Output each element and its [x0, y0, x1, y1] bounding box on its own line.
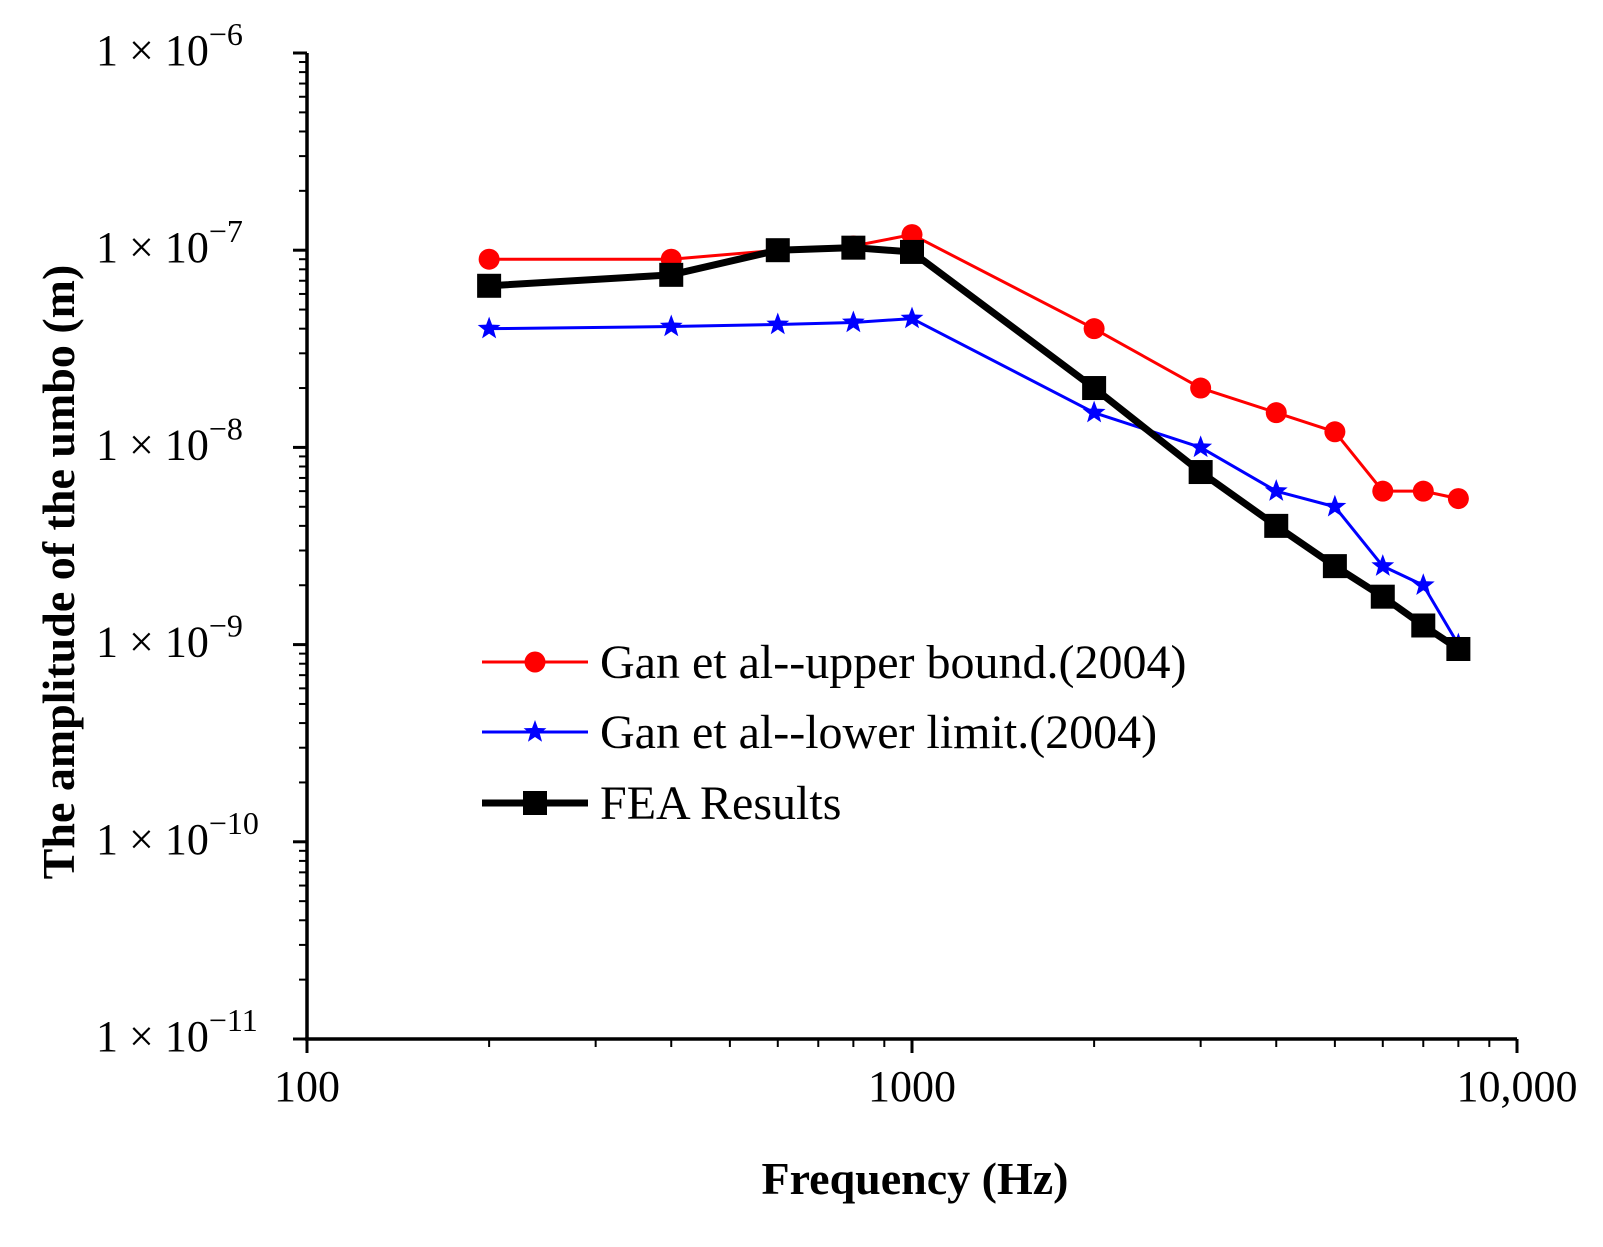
data-point: [1190, 377, 1212, 399]
series-square: [477, 235, 1471, 661]
data-point: [901, 224, 923, 246]
y-tick-label-exponent: −7: [209, 213, 243, 249]
data-point: [659, 262, 684, 287]
data-point: [1323, 494, 1347, 517]
legend-swatch-marker: [523, 720, 547, 742]
y-tick-label-base: 1 × 10: [96, 26, 209, 75]
data-point: [1082, 400, 1106, 423]
series-layer: [477, 224, 1471, 661]
data-point: [1264, 479, 1288, 501]
legend-swatch-marker: [523, 791, 547, 815]
y-tick-label-base: 1 × 10: [96, 223, 209, 272]
legend-item: FEA Results: [482, 777, 841, 830]
y-tick-label: 1 × 10−9: [96, 608, 243, 667]
y-tick-label: 1 × 10−11: [96, 1002, 258, 1061]
data-point: [1082, 376, 1107, 401]
data-point: [1411, 573, 1435, 595]
y-tick-label: 1 × 10−6: [96, 16, 243, 75]
x-axis-title: Frequency (Hz): [761, 1153, 1068, 1204]
data-point: [1324, 421, 1346, 443]
series-line: [488, 244, 1461, 652]
data-point: [659, 314, 683, 337]
data-point: [1264, 513, 1289, 538]
data-point: [1322, 554, 1347, 579]
legend-swatch-marker: [524, 651, 546, 673]
data-point: [1188, 460, 1213, 485]
series-line: [489, 317, 1460, 646]
y-tick-label-exponent: −8: [209, 410, 243, 446]
data-point: [1447, 488, 1469, 510]
data-point: [1371, 554, 1395, 576]
data-point: [478, 248, 500, 270]
y-tick-label-exponent: −6: [209, 16, 243, 52]
data-point: [900, 239, 924, 264]
data-point: [1083, 318, 1105, 340]
y-axis-title: The amplitude of the umbo (m): [33, 265, 84, 880]
y-tick-label-base: 1 × 10: [96, 618, 209, 667]
legend-item: Gan et al--upper bound.(2004): [482, 636, 1186, 689]
series-circle: [478, 224, 1469, 510]
y-tick-label-base: 1 × 10: [96, 420, 209, 469]
legend-label: Gan et al--upper bound.(2004): [600, 636, 1186, 689]
legend: Gan et al--upper bound.(2004) Gan et al--…: [482, 636, 1186, 830]
data-point: [1372, 480, 1394, 502]
y-tick-label-exponent: −9: [209, 608, 243, 644]
data-point: [841, 235, 866, 260]
x-tick-label: 10,000: [1457, 1062, 1578, 1111]
y-tick-label: 1 × 10−7: [96, 213, 243, 272]
data-point: [1370, 584, 1395, 609]
x-tick-label: 100: [274, 1062, 340, 1111]
data-point: [765, 238, 790, 263]
data-point: [477, 273, 502, 298]
y-tick-label-exponent: −11: [209, 1002, 258, 1038]
data-point: [1411, 613, 1436, 638]
data-point: [1446, 636, 1471, 661]
data-point: [766, 312, 790, 335]
legend-item: Gan et al--lower limit.(2004): [482, 706, 1157, 759]
x-tick-label: 1000: [868, 1062, 956, 1111]
series-star: [477, 306, 1470, 655]
data-point: [1189, 435, 1213, 458]
y-tick-label-exponent: −10: [209, 805, 259, 841]
data-point: [841, 310, 865, 333]
y-tick-label: 1 × 10−8: [96, 410, 243, 469]
data-point: [1412, 480, 1434, 502]
y-tick-label-base: 1 × 10: [96, 815, 209, 864]
data-point: [1265, 402, 1287, 424]
y-tick-label: 1 × 10−10: [96, 805, 259, 864]
y-tick-label-base: 1 × 10: [96, 1012, 209, 1061]
data-point: [477, 316, 501, 339]
legend-label: FEA Results: [600, 777, 841, 830]
data-point: [900, 306, 924, 329]
legend-label: Gan et al--lower limit.(2004): [600, 706, 1157, 759]
